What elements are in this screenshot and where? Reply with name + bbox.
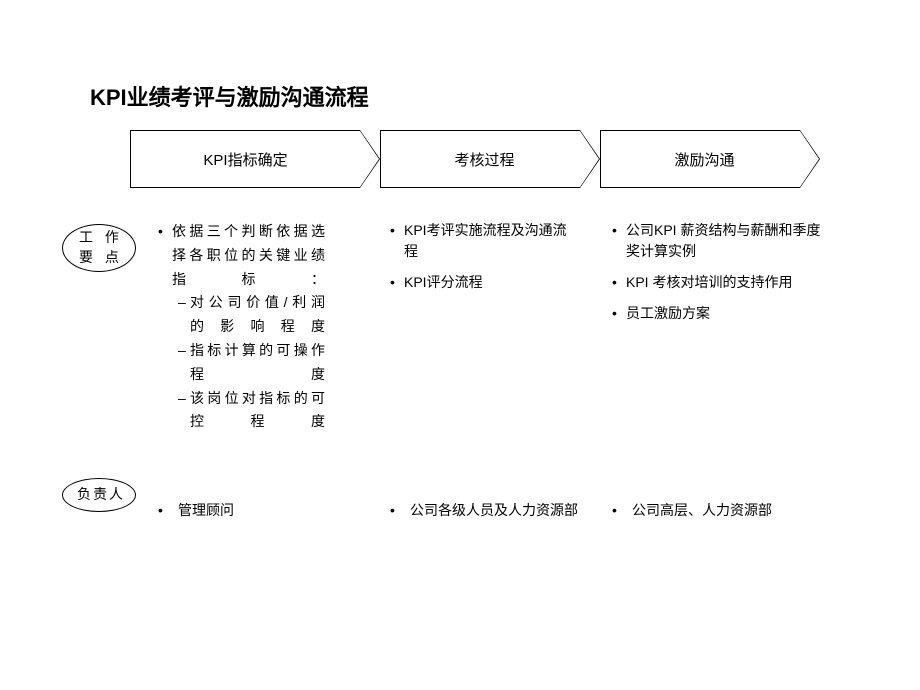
bullet-item: 员工激励方案 bbox=[612, 303, 827, 324]
stage-label: KPI指标确定 bbox=[203, 149, 287, 170]
stage-label: 激励沟通 bbox=[674, 149, 734, 170]
bullet-item: 公司KPI 薪资结构与薪酬和季度奖计算实例 bbox=[612, 220, 827, 262]
stage-evaluation: 考核过程 bbox=[380, 130, 580, 188]
sub-item: 对公司价值/利润的影响程度 bbox=[172, 291, 328, 339]
bullet-intro: 依据三个判断依据选择各职位的关键业绩指标： 对公司价值/利润的影响程度 指标计算… bbox=[158, 220, 328, 434]
sub-item: 指标计算的可操作程度 bbox=[172, 339, 328, 387]
row-label-responsible: 负责人 bbox=[62, 478, 136, 512]
col2-workpoints: KPI考评实施流程及沟通流程 KPI评分流程 bbox=[390, 220, 580, 303]
bullet-item: 公司高层、人力资源部 bbox=[612, 500, 827, 521]
stage-incentive: 激励沟通 bbox=[600, 130, 800, 188]
col3-workpoints: 公司KPI 薪资结构与薪酬和季度奖计算实例 KPI 考核对培训的支持作用 员工激… bbox=[612, 220, 827, 334]
bullet-item: 管理顾问 bbox=[158, 500, 328, 521]
stage-kpi-define: KPI指标确定 bbox=[130, 130, 360, 188]
bullet-item: KPI评分流程 bbox=[390, 272, 580, 293]
col2-responsible: 公司各级人员及人力资源部 bbox=[390, 500, 580, 531]
bullet-item: KPI 考核对培训的支持作用 bbox=[612, 272, 827, 293]
col3-responsible: 公司高层、人力资源部 bbox=[612, 500, 827, 531]
sub-item: 该岗位对指标的可控程度 bbox=[172, 387, 328, 435]
row-label-workpoints: 工 作 要 点 bbox=[62, 224, 136, 272]
col1-workpoints: 依据三个判断依据选择各职位的关键业绩指标： 对公司价值/利润的影响程度 指标计算… bbox=[158, 220, 328, 444]
process-flow: KPI指标确定 考核过程 激励沟通 bbox=[130, 130, 800, 188]
bullet-item: KPI考评实施流程及沟通流程 bbox=[390, 220, 580, 262]
col1-responsible: 管理顾问 bbox=[158, 500, 328, 531]
oval-text: 工 作 要 点 bbox=[79, 228, 123, 267]
page-title: KPI业绩考评与激励沟通流程 bbox=[90, 80, 369, 112]
stage-label: 考核过程 bbox=[454, 149, 514, 170]
oval-text: 负责人 bbox=[77, 485, 125, 505]
bullet-item: 公司各级人员及人力资源部 bbox=[390, 500, 580, 521]
